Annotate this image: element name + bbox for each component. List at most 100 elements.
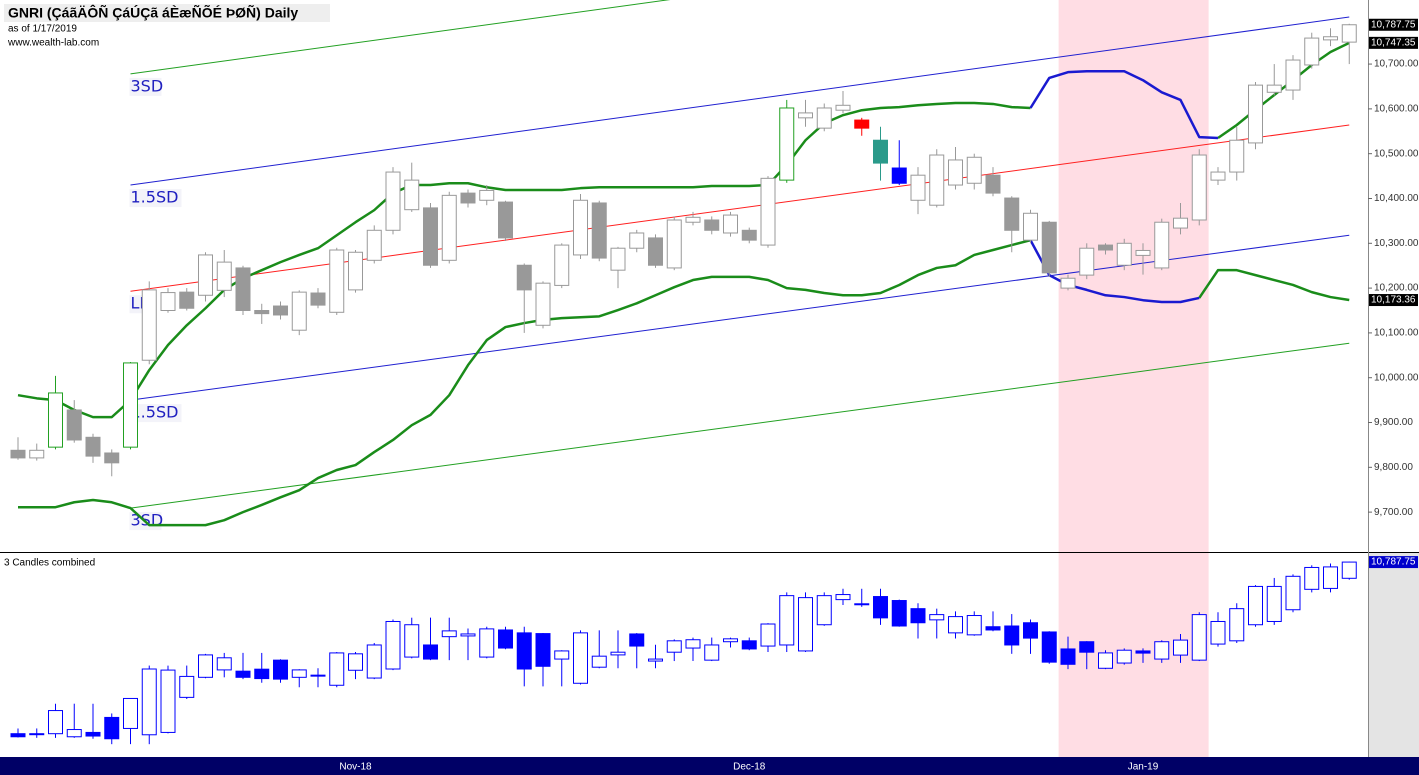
candle-body bbox=[929, 154, 945, 206]
candle-body bbox=[198, 654, 213, 678]
y-tick-label: 10,100.00 bbox=[1374, 328, 1419, 339]
candle-body bbox=[554, 244, 570, 286]
candle-body bbox=[498, 629, 513, 649]
candle-body bbox=[123, 697, 138, 729]
annotation-bg bbox=[129, 189, 182, 208]
candle-body bbox=[10, 733, 26, 738]
candle-body bbox=[873, 139, 888, 164]
axis-area bbox=[1368, 553, 1419, 757]
x-axis-bar bbox=[0, 757, 1419, 775]
candle-body bbox=[85, 436, 101, 457]
candle-body bbox=[798, 597, 813, 652]
candle-body bbox=[891, 167, 907, 184]
candle-body bbox=[591, 202, 607, 259]
candle-body bbox=[779, 595, 795, 646]
candle-body bbox=[760, 177, 776, 246]
last-value-box bbox=[1369, 18, 1418, 31]
candle-body bbox=[966, 615, 982, 636]
candle-body bbox=[910, 174, 926, 201]
candle-body bbox=[610, 651, 626, 656]
candle-body bbox=[329, 652, 345, 686]
subtitle: as of 1/17/2019 bbox=[8, 24, 77, 35]
candle-body bbox=[1173, 217, 1188, 229]
candle-body bbox=[535, 633, 551, 667]
candle-body bbox=[966, 156, 982, 184]
candle-body bbox=[254, 310, 270, 315]
panel-title: 3 Candles combined bbox=[4, 558, 95, 569]
candle-body bbox=[1154, 641, 1170, 660]
candle-body bbox=[573, 199, 588, 256]
channel-line bbox=[130, 342, 1350, 509]
candle-body bbox=[1229, 139, 1245, 173]
candle-body bbox=[685, 639, 701, 649]
candle-body bbox=[1079, 247, 1095, 276]
last-value-box bbox=[1369, 556, 1418, 569]
candle-body bbox=[910, 608, 926, 624]
candle-body bbox=[479, 189, 495, 201]
candle-body bbox=[216, 261, 232, 291]
shaded-period bbox=[1058, 0, 1209, 757]
candle-body bbox=[1210, 620, 1226, 645]
candle-body bbox=[1041, 631, 1057, 663]
candle-body bbox=[123, 362, 138, 448]
candle-body bbox=[1341, 24, 1357, 43]
candle-body bbox=[48, 710, 63, 735]
candle-body bbox=[291, 669, 307, 678]
candle-body bbox=[66, 409, 82, 441]
channel-line bbox=[130, 16, 1350, 186]
candle-body bbox=[929, 614, 945, 621]
candle-body bbox=[273, 659, 288, 680]
candle-body bbox=[1323, 566, 1338, 589]
candle-body bbox=[291, 291, 307, 331]
source: www.wealth-lab.com bbox=[7, 38, 99, 49]
candle-body bbox=[666, 219, 682, 269]
candle-body bbox=[1154, 221, 1170, 269]
candle-body bbox=[573, 632, 588, 684]
y-tick-label: 10,300.00 bbox=[1374, 238, 1419, 249]
x-tick-label: Dec-18 bbox=[733, 762, 766, 773]
last-value-label: 10,747.35 bbox=[1371, 37, 1416, 48]
panel bbox=[10, 561, 1357, 745]
candle-body bbox=[348, 653, 363, 671]
candle-body bbox=[1173, 639, 1188, 656]
y-tick-label: 10,400.00 bbox=[1374, 193, 1419, 204]
candle-body bbox=[460, 192, 476, 204]
candle-body bbox=[1210, 171, 1226, 181]
candle-body bbox=[591, 655, 607, 668]
candle-body bbox=[1191, 614, 1207, 661]
candle-body bbox=[235, 670, 251, 678]
candle-body bbox=[835, 104, 851, 111]
candle-body bbox=[648, 658, 663, 662]
candle-body bbox=[629, 633, 645, 647]
candle-body bbox=[29, 733, 45, 736]
candle-body bbox=[273, 305, 288, 316]
candle-body bbox=[441, 630, 457, 638]
candle-body bbox=[1098, 652, 1113, 669]
candle-body bbox=[948, 159, 963, 186]
candle-body bbox=[723, 638, 738, 643]
x-tick-label: Jan-19 bbox=[1128, 762, 1159, 773]
candle-body bbox=[160, 669, 176, 733]
y-tick-label: 10,600.00 bbox=[1374, 104, 1419, 115]
candle-body bbox=[816, 107, 832, 129]
last-value-label: 10,787.75 bbox=[1371, 19, 1416, 30]
candle-body bbox=[1116, 649, 1132, 664]
candle-body bbox=[104, 716, 120, 740]
title-bg bbox=[4, 4, 330, 22]
candle-body bbox=[1304, 37, 1320, 66]
candle-body bbox=[741, 640, 757, 650]
candle-body bbox=[29, 449, 45, 459]
channel-line bbox=[130, 0, 671, 75]
candle-body bbox=[666, 640, 682, 653]
candle-body bbox=[1116, 242, 1132, 266]
candle-body bbox=[798, 112, 813, 119]
candle-body bbox=[1135, 249, 1151, 256]
y-tick-label: 10,700.00 bbox=[1374, 59, 1419, 70]
candle-body bbox=[66, 729, 82, 738]
candle-body bbox=[48, 392, 63, 448]
candle-body bbox=[985, 174, 1001, 194]
